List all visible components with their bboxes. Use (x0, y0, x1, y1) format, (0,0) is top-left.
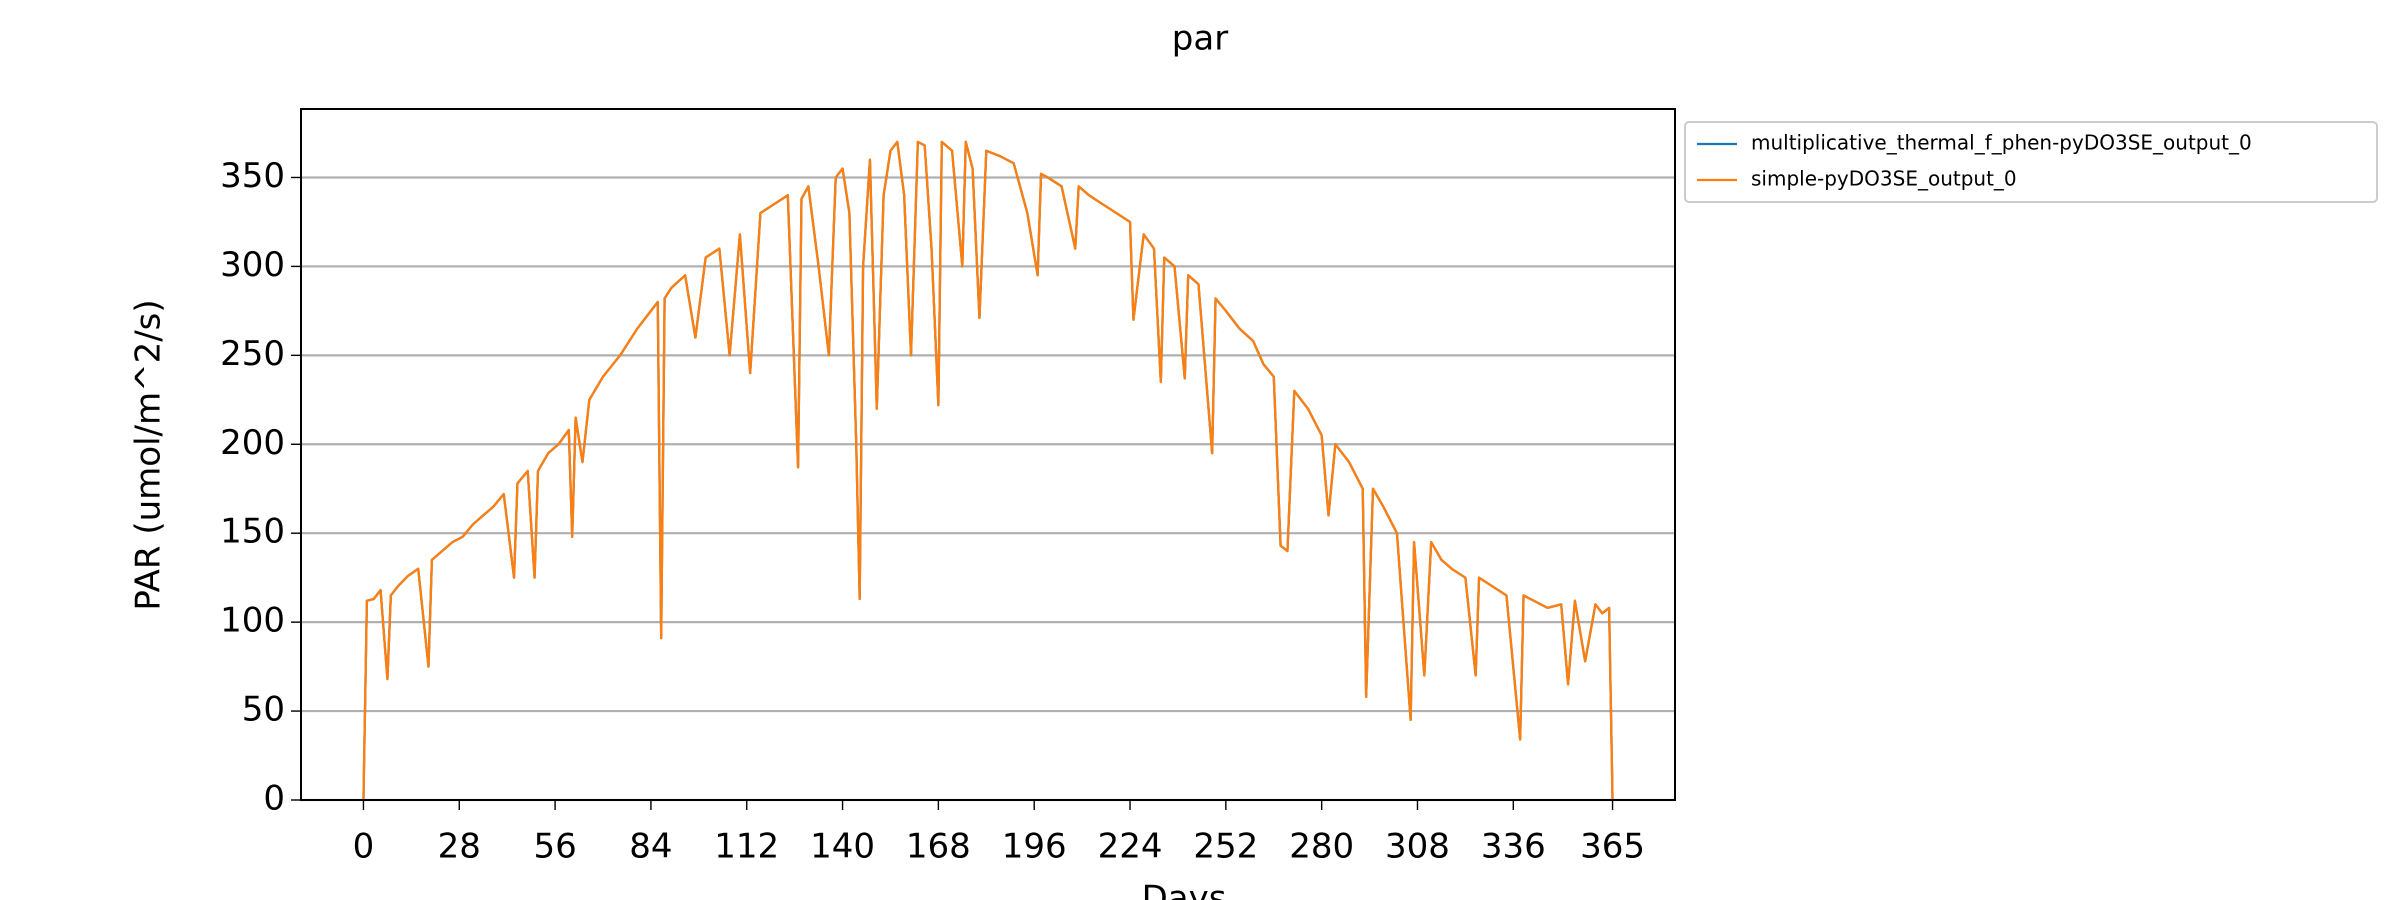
y-tick-label: 200 (220, 423, 285, 463)
x-tick-label: 252 (1193, 827, 1258, 867)
y-tick-label: 0 (263, 779, 285, 819)
x-tick-label: 56 (533, 827, 576, 867)
x-tick-label: 196 (1002, 827, 1067, 867)
x-tick-label: 112 (714, 827, 779, 867)
x-tick-label: 365 (1580, 827, 1645, 867)
x-tick-label: 28 (438, 827, 481, 867)
x-tick-label: 308 (1385, 827, 1450, 867)
chart-title: par (1172, 19, 1228, 59)
x-tick-label: 168 (906, 827, 971, 867)
plot-frame (300, 108, 1676, 801)
x-tick-label: 280 (1289, 827, 1354, 867)
x-tick-label: 336 (1481, 827, 1546, 867)
x-axis-label: Days (1142, 879, 1227, 900)
x-tick-label: 140 (810, 827, 875, 867)
y-tick-label: 300 (220, 245, 285, 285)
x-tick-label: 0 (353, 827, 375, 867)
legend-box (1684, 121, 2378, 203)
series-line (362, 140, 1614, 801)
x-tick-label: 84 (629, 827, 672, 867)
y-tick-label: 250 (220, 334, 285, 374)
y-tick-label: 50 (242, 690, 285, 730)
legend-label: simple-pyDO3SE_output_0 (1751, 167, 2017, 191)
x-tick-label: 224 (1098, 827, 1163, 867)
legend-label: multiplicative_thermal_f_phen-pyDO3SE_ou… (1751, 131, 2252, 155)
series-line (362, 140, 1614, 801)
y-tick-label: 350 (220, 156, 285, 196)
y-tick-label: 100 (220, 601, 285, 641)
y-axis-label: PAR (umol/m^2/s) (129, 299, 169, 610)
y-tick-label: 150 (220, 512, 285, 552)
